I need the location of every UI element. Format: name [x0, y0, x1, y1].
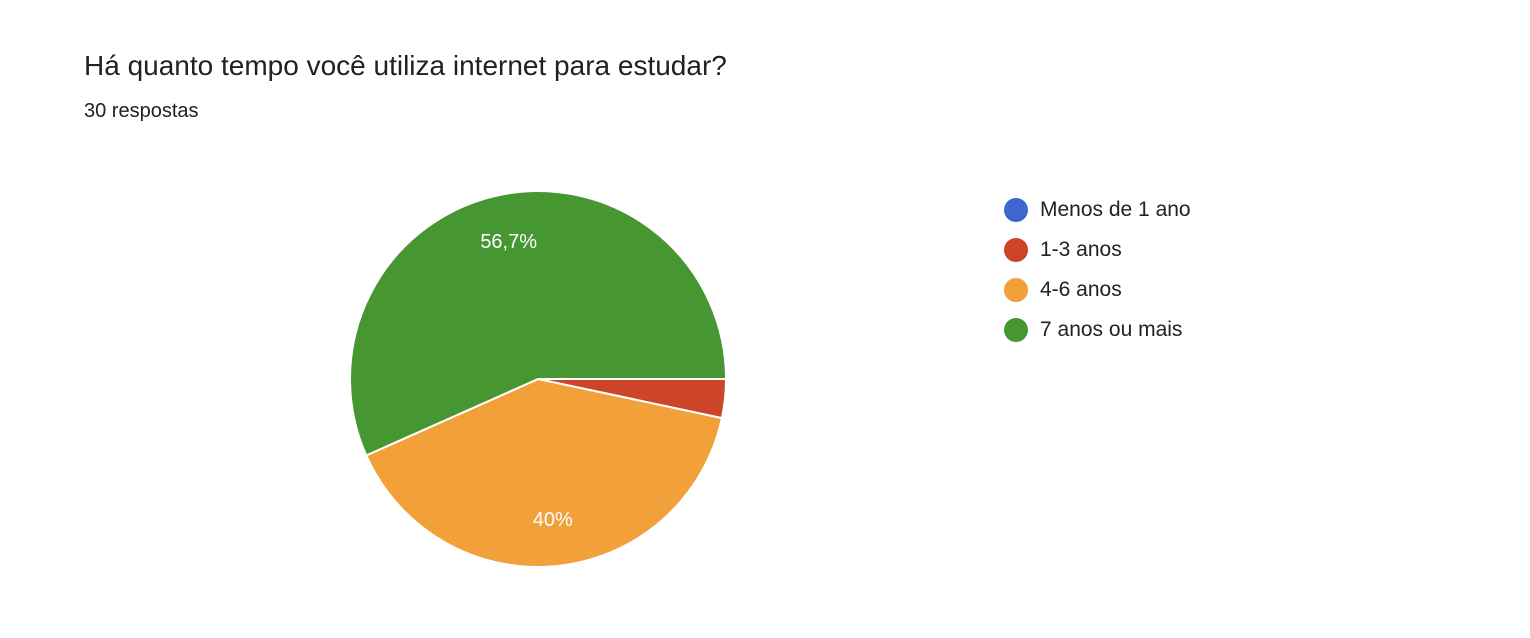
pie-slice-4-6-anos[interactable]	[364, 377, 724, 568]
legend-label: 4-6 anos	[1040, 278, 1122, 301]
data-label: 56,7%	[480, 231, 537, 253]
legend-item[interactable]: 7 anos ou mais	[1004, 310, 1191, 350]
data-label: 40%	[533, 509, 573, 531]
legend-swatch	[1004, 278, 1028, 302]
response-count: 30 respostas	[84, 100, 199, 122]
legend-swatch	[1004, 238, 1028, 262]
legend-swatch	[1004, 318, 1028, 342]
legend-label: Menos de 1 ano	[1040, 198, 1191, 221]
legend-label: 1-3 anos	[1040, 238, 1122, 261]
legend: Menos de 1 ano 1-3 anos 4-6 anos 7 anos …	[1004, 190, 1191, 350]
chart-title: Há quanto tempo você utiliza internet pa…	[84, 50, 727, 81]
legend-swatch	[1004, 198, 1028, 222]
legend-item[interactable]: 4-6 anos	[1004, 270, 1191, 310]
legend-item[interactable]: 1-3 anos	[1004, 230, 1191, 270]
legend-item[interactable]: Menos de 1 ano	[1004, 190, 1191, 230]
pie-slice-7-anos-ou-mais[interactable]	[349, 190, 728, 457]
legend-label: 7 anos ou mais	[1040, 318, 1183, 341]
